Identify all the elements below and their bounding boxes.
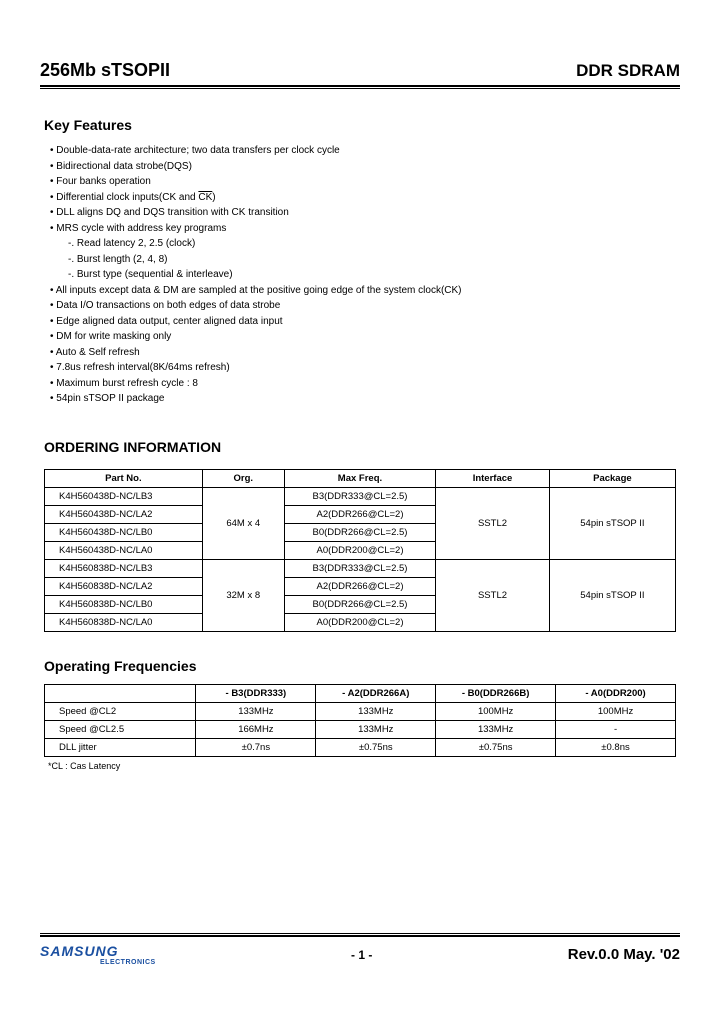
feature-item: Differential clock inputs(CK and CK) xyxy=(50,190,676,206)
feature-item: Maximum burst refresh cycle : 8 xyxy=(50,376,676,392)
footer-rule-thin xyxy=(40,933,680,934)
cell-value: 100MHz xyxy=(436,702,556,720)
cell-freq: B3(DDR333@CL=2.5) xyxy=(284,559,435,577)
key-features-title: Key Features xyxy=(44,117,676,133)
cell-package: 54pin sTSOP II xyxy=(549,487,675,559)
cell-part: K4H560438D-NC/LB0 xyxy=(45,523,203,541)
cell-freq: B0(DDR266@CL=2.5) xyxy=(284,595,435,613)
cell-value: ±0.75ns xyxy=(316,738,436,756)
cell-value: 133MHz xyxy=(316,720,436,738)
freq-title: Operating Frequencies xyxy=(44,658,676,674)
table-row: K4H560838D-NC/LB332M x 8B3(DDR333@CL=2.5… xyxy=(45,559,676,577)
feature-item: Four banks operation xyxy=(50,174,676,190)
feature-sublist: Read latency 2, 2.5 (clock)Burst length … xyxy=(50,236,676,283)
table-row: Speed @CL2133MHz133MHz100MHz100MHz xyxy=(45,702,676,720)
cell-freq: A2(DDR266@CL=2) xyxy=(284,505,435,523)
feature-subitem: Burst type (sequential & interleave) xyxy=(68,267,676,283)
feature-subitem: Burst length (2, 4, 8) xyxy=(68,252,676,268)
cell-value: ±0.8ns xyxy=(556,738,676,756)
freq-footnote: *CL : Cas Latency xyxy=(44,761,676,771)
doc-footer: SAMSUNG ELECTRONICS - 1 - Rev.0.0 May. '… xyxy=(40,933,680,966)
doc-header: 256Mb sTSOPII DDR SDRAM xyxy=(40,60,680,85)
th-freq: Max Freq. xyxy=(284,469,435,487)
feature-item: Edge aligned data output, center aligned… xyxy=(50,314,676,330)
cell-freq: A0(DDR200@CL=2) xyxy=(284,541,435,559)
header-left: 256Mb sTSOPII xyxy=(40,60,170,81)
freq-section: Operating Frequencies - B3(DDR333) - A2(… xyxy=(40,658,680,771)
cell-freq: B0(DDR266@CL=2.5) xyxy=(284,523,435,541)
feature-item: DM for write masking only xyxy=(50,329,676,345)
table-header-row: - B3(DDR333) - A2(DDR266A) - B0(DDR266B)… xyxy=(45,684,676,702)
feature-item: Data I/O transactions on both edges of d… xyxy=(50,298,676,314)
samsung-logo-sub: ELECTRONICS xyxy=(100,959,156,966)
cell-label: Speed @CL2 xyxy=(45,702,196,720)
feature-item: 7.8us refresh interval(8K/64ms refresh) xyxy=(50,360,676,376)
revision: Rev.0.0 May. '02 xyxy=(568,946,680,963)
cell-value: 166MHz xyxy=(196,720,316,738)
cell-org: 32M x 8 xyxy=(202,559,284,631)
ordering-table: Part No. Org. Max Freq. Interface Packag… xyxy=(44,469,676,632)
cell-freq: B3(DDR333@CL=2.5) xyxy=(284,487,435,505)
feature-subitem: Read latency 2, 2.5 (clock) xyxy=(68,236,676,252)
cell-interface: SSTL2 xyxy=(436,487,550,559)
table-row: K4H560438D-NC/LB364M x 4B3(DDR333@CL=2.5… xyxy=(45,487,676,505)
feature-item: Auto & Self refresh xyxy=(50,345,676,361)
th-blank xyxy=(45,684,196,702)
cell-label: Speed @CL2.5 xyxy=(45,720,196,738)
cell-part: K4H560438D-NC/LA0 xyxy=(45,541,203,559)
feature-item: Bidirectional data strobe(DQS) xyxy=(50,159,676,175)
cell-part: K4H560838D-NC/LA0 xyxy=(45,613,203,631)
table-row: Speed @CL2.5166MHz133MHz133MHz- xyxy=(45,720,676,738)
cell-part: K4H560438D-NC/LA2 xyxy=(45,505,203,523)
cell-part: K4H560438D-NC/LB3 xyxy=(45,487,203,505)
cell-value: 133MHz xyxy=(316,702,436,720)
th-part: Part No. xyxy=(45,469,203,487)
th-b3: - B3(DDR333) xyxy=(196,684,316,702)
ordering-section: ORDERING INFORMATION Part No. Org. Max F… xyxy=(40,439,680,632)
footer-rule-thick xyxy=(40,935,680,937)
cell-value: 100MHz xyxy=(556,702,676,720)
cell-part: K4H560838D-NC/LA2 xyxy=(45,577,203,595)
th-a0: - A0(DDR200) xyxy=(556,684,676,702)
th-b0: - B0(DDR266B) xyxy=(436,684,556,702)
feature-item: MRS cycle with address key programs xyxy=(50,221,676,237)
cell-package: 54pin sTSOP II xyxy=(549,559,675,631)
th-a2: - A2(DDR266A) xyxy=(316,684,436,702)
cell-value: ±0.75ns xyxy=(436,738,556,756)
features-list: Double-data-rate architecture; two data … xyxy=(44,143,676,407)
table-header-row: Part No. Org. Max Freq. Interface Packag… xyxy=(45,469,676,487)
cell-label: DLL jitter xyxy=(45,738,196,756)
key-features-section: Key Features Double-data-rate architectu… xyxy=(40,117,680,407)
freq-table: - B3(DDR333) - A2(DDR266A) - B0(DDR266B)… xyxy=(44,684,676,757)
header-rule-thin xyxy=(40,88,680,89)
table-row: DLL jitter±0.7ns±0.75ns±0.75ns±0.8ns xyxy=(45,738,676,756)
page-number: - 1 - xyxy=(351,948,372,962)
cell-freq: A0(DDR200@CL=2) xyxy=(284,613,435,631)
cell-part: K4H560838D-NC/LB3 xyxy=(45,559,203,577)
feature-item: 54pin sTSOP II package xyxy=(50,391,676,407)
th-package: Package xyxy=(549,469,675,487)
header-right: DDR SDRAM xyxy=(576,61,680,81)
header-rule-thick xyxy=(40,85,680,87)
th-org: Org. xyxy=(202,469,284,487)
cell-org: 64M x 4 xyxy=(202,487,284,559)
feature-item: All inputs except data & DM are sampled … xyxy=(50,283,676,299)
feature-item: Double-data-rate architecture; two data … xyxy=(50,143,676,159)
th-interface: Interface xyxy=(436,469,550,487)
cell-interface: SSTL2 xyxy=(436,559,550,631)
logo-block: SAMSUNG ELECTRONICS xyxy=(40,943,156,966)
cell-value: 133MHz xyxy=(436,720,556,738)
ordering-title: ORDERING INFORMATION xyxy=(44,439,676,455)
cell-value: 133MHz xyxy=(196,702,316,720)
feature-item: DLL aligns DQ and DQS transition with CK… xyxy=(50,205,676,221)
cell-freq: A2(DDR266@CL=2) xyxy=(284,577,435,595)
cell-value: - xyxy=(556,720,676,738)
cell-value: ±0.7ns xyxy=(196,738,316,756)
cell-part: K4H560838D-NC/LB0 xyxy=(45,595,203,613)
samsung-logo: SAMSUNG xyxy=(40,943,156,959)
